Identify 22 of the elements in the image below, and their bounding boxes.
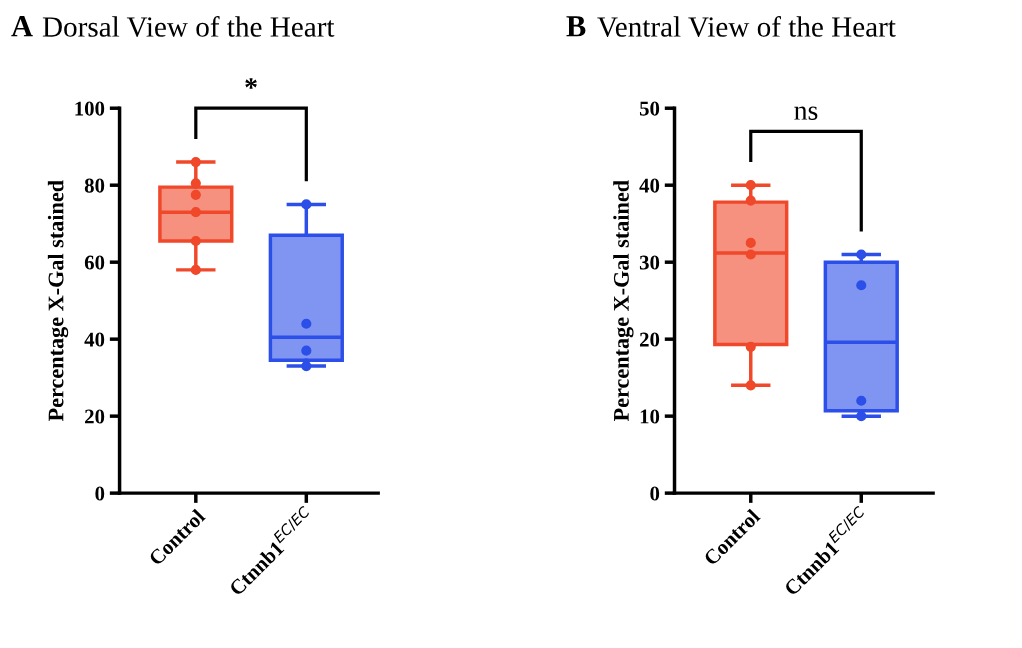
y-axis-title: Percentage X-Gal stained (47, 180, 69, 422)
y-tick-label: 40 (84, 332, 105, 347)
text: * (245, 78, 257, 89)
chart-title: Dorsal View of the Heart (42, 16, 335, 38)
y-axis-title: Percentage X-Gal stained (613, 180, 634, 422)
chart-title: Ventral View of the Heart (597, 16, 896, 38)
y-tick-label: 0 (95, 486, 105, 501)
text: A (11, 16, 33, 37)
y-tick-label: 40 (639, 178, 660, 193)
y-tick-label: 50 (639, 101, 660, 116)
x-tick-label: Ctnnb1$^{EC/EC}$ (225, 505, 317, 597)
x-tick-label: Ctnnb1$^{EC/EC}$ (780, 505, 872, 597)
y-tick-label: 20 (639, 332, 660, 347)
y-tick-label: 10 (640, 409, 660, 424)
annotation: ns (794, 106, 818, 120)
y-tick-label: 20 (85, 409, 105, 424)
y-tick-label: 30 (639, 255, 660, 270)
y-tick-label: 0 (650, 486, 660, 501)
y-tick-label: 60 (84, 255, 105, 270)
y-tick-label: 80 (84, 178, 105, 193)
y-tick-label: 100 (75, 101, 105, 116)
text: B (566, 16, 586, 37)
